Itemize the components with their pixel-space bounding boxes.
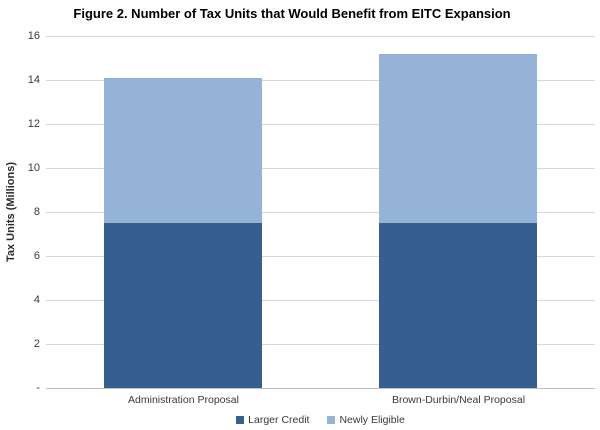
bar-segment (104, 223, 262, 388)
bar-segment (104, 78, 262, 223)
legend-swatch-icon (236, 416, 245, 424)
legend-label: Larger Credit (248, 414, 310, 426)
legend-item: Larger Credit (236, 414, 309, 426)
y-tick-label: 8 (33, 206, 40, 218)
x-axis-label: Administration Proposal (128, 394, 239, 406)
gridline (46, 344, 595, 345)
plot-area (46, 36, 595, 389)
gridline (46, 124, 595, 125)
legend-item: Newly Eligible (327, 414, 405, 426)
y-tick-label: 10 (27, 162, 40, 174)
legend: Larger Credit Newly Eligible (46, 414, 595, 426)
y-tick-label: 12 (27, 118, 40, 130)
gridline (46, 300, 595, 301)
gridline (46, 80, 595, 81)
x-axis-label: Brown-Durbin/Neal Proposal (391, 394, 526, 406)
legend-label: Newly Eligible (339, 414, 405, 426)
bar-segment (379, 223, 537, 388)
y-tick-label: 2 (33, 338, 40, 350)
gridline (46, 36, 595, 37)
y-tick-label: 6 (33, 250, 40, 262)
y-tick-label: 16 (27, 30, 40, 42)
x-axis-line (46, 388, 595, 389)
bar-segment (379, 54, 537, 223)
gridline (46, 256, 595, 257)
y-tick-label: 4 (33, 294, 40, 306)
gridline (46, 168, 595, 169)
y-tick-label: - (36, 382, 40, 394)
y-tick-label: 14 (27, 74, 40, 86)
chart-title: Figure 2. Number of Tax Units that Would… (73, 6, 511, 21)
legend-swatch-icon (327, 416, 336, 424)
gridline (46, 212, 595, 213)
